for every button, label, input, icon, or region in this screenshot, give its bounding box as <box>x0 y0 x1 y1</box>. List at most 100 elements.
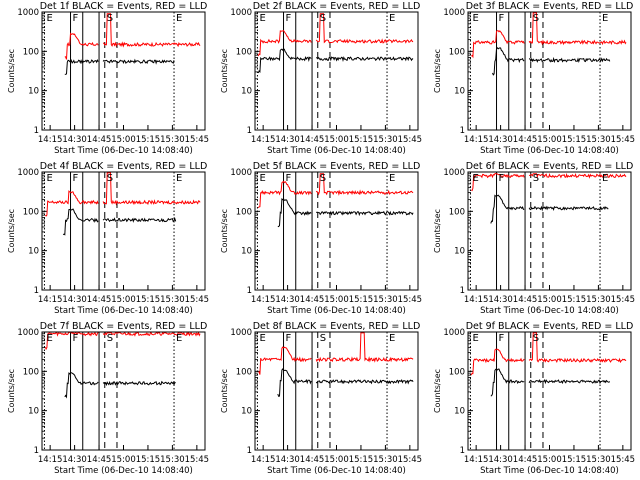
x-tick-label: 15:00 <box>111 295 136 305</box>
lld-series-line <box>471 172 627 192</box>
x-tick-label: 14:15 <box>38 295 63 305</box>
x-tick-label: 14:15 <box>251 295 276 305</box>
x-tick-label: 14:30 <box>488 455 512 465</box>
detector-panel-2: Det 2f BLACK = Events, RED = LLD 1 10 100 10… <box>220 1 422 156</box>
state-marker-label: E <box>259 333 265 344</box>
plot-frame <box>41 331 206 451</box>
x-tick-label: 15:15 <box>349 455 374 465</box>
state-marker-label: E <box>389 173 395 184</box>
panel-title: Det 5f BLACK = Events, RED = LLD <box>253 161 421 172</box>
y-tick-label: 100 <box>23 207 39 217</box>
y-axis-label: Counts/sec <box>7 49 16 93</box>
y-tick-label: 1000 <box>443 328 465 338</box>
state-marker-label: F <box>286 13 292 24</box>
events-series-line <box>64 58 175 75</box>
x-tick-label: 14:15 <box>38 135 63 145</box>
events-series-line <box>277 197 414 228</box>
state-marker-label: F <box>499 173 505 184</box>
x-tick-label: 14:30 <box>275 295 300 305</box>
y-tick-label: 1 <box>460 286 465 296</box>
x-axis-label: Start Time (06-Dec-10 14:08:40) <box>54 146 193 156</box>
detector-panel-5: Det 5f BLACK = Events, RED = LLD 1 10 100 10… <box>220 161 422 316</box>
plot-area <box>469 12 627 130</box>
x-tick-label: 14:45 <box>300 135 325 145</box>
y-axis-label: Counts/sec <box>433 49 442 93</box>
lld-series-line <box>471 12 627 59</box>
state-marker-label: E <box>176 333 182 344</box>
x-tick-label: 15:15 <box>562 295 587 305</box>
state-marker-label: E <box>176 173 182 184</box>
detector-panel-1: Det 1f BLACK = Events, RED = LLD 1 10 100 10… <box>7 1 209 156</box>
y-tick-label: 10 <box>28 87 39 97</box>
plot-frame <box>254 11 419 131</box>
state-marker-label: F <box>73 173 79 184</box>
y-tick-label: 10 <box>28 407 39 417</box>
x-tick-label: 15:45 <box>611 135 636 145</box>
y-tick-label: 10 <box>241 407 252 417</box>
x-tick-label: 15:00 <box>111 455 136 465</box>
state-marker-label: E <box>472 173 478 184</box>
events-series-line <box>277 368 414 397</box>
x-tick-label: 15:30 <box>373 135 398 145</box>
y-tick-label: 10 <box>454 247 465 257</box>
state-marker-label: F <box>73 13 79 24</box>
x-axis-label: Start Time (06-Dec-10 14:08:40) <box>267 306 406 316</box>
x-tick-label: 15:00 <box>537 455 562 465</box>
detector-panel-3: Det 3f BLACK = Events, RED = LLD 1 10 100 10… <box>433 1 636 156</box>
y-tick-label: 100 <box>23 367 39 377</box>
x-tick-label: 14:45 <box>87 295 112 305</box>
y-tick-label: 100 <box>23 47 39 57</box>
plot-frame <box>41 11 206 131</box>
plot-area <box>256 332 414 450</box>
x-tick-label: 15:00 <box>537 135 562 145</box>
state-marker-label: E <box>259 13 265 24</box>
x-tick-label: 15:30 <box>373 295 398 305</box>
y-tick-label: 10 <box>454 87 465 97</box>
y-axis-label: Counts/sec <box>220 49 229 93</box>
y-tick-label: 1 <box>34 126 39 136</box>
plot-frame <box>467 11 632 131</box>
state-marker-label: E <box>46 13 52 24</box>
x-tick-label: 14:45 <box>87 135 112 145</box>
x-axis-label: Start Time (06-Dec-10 14:08:40) <box>267 146 406 156</box>
plot-area <box>469 332 627 450</box>
state-marker-label: E <box>472 333 478 344</box>
x-tick-label: 14:45 <box>513 455 538 465</box>
y-axis-label: Counts/sec <box>433 369 442 413</box>
x-tick-label: 15:30 <box>160 455 185 465</box>
x-tick-label: 15:30 <box>586 135 611 145</box>
y-axis-label: Counts/sec <box>433 209 442 253</box>
x-tick-label: 14:45 <box>300 295 325 305</box>
state-marker-label: E <box>602 333 608 344</box>
y-tick-label: 1000 <box>443 8 465 18</box>
y-tick-label: 100 <box>236 207 252 217</box>
panel-title: Det 9f BLACK = Events, RED = LLD <box>466 321 634 332</box>
panel-title: Det 8f BLACK = Events, RED = LLD <box>253 321 421 332</box>
state-marker-label: S <box>107 13 113 24</box>
state-marker-label: F <box>286 333 292 344</box>
state-marker-label: F <box>73 333 79 344</box>
panel-title: Det 4f BLACK = Events, RED = LLD <box>40 161 208 172</box>
state-marker-label: F <box>499 13 505 24</box>
x-tick-label: 15:45 <box>611 295 636 305</box>
plot-area <box>43 12 201 130</box>
lld-series-line <box>257 13 414 57</box>
x-axis-label: Start Time (06-Dec-10 14:08:40) <box>54 306 193 316</box>
state-marker-label: S <box>533 173 539 184</box>
detector-panel-9: Det 9f BLACK = Events, RED = LLD 1 10 100 10… <box>433 321 635 476</box>
panel-title: Det 3f BLACK = Events, RED = LLD <box>466 1 634 12</box>
y-tick-label: 1000 <box>443 168 465 178</box>
x-tick-label: 15:30 <box>160 135 185 145</box>
x-tick-label: 14:30 <box>275 455 300 465</box>
y-tick-label: 1 <box>34 286 39 296</box>
x-tick-label: 14:30 <box>488 135 512 145</box>
x-tick-label: 15:30 <box>586 455 611 465</box>
lld-series-line <box>64 13 201 60</box>
y-tick-label: 1 <box>460 446 465 456</box>
state-marker-label: E <box>472 13 478 24</box>
y-axis-label: Counts/sec <box>7 369 16 413</box>
panel-title: Det 2f BLACK = Events, RED = LLD <box>253 1 421 12</box>
state-marker-label: E <box>602 13 608 24</box>
y-tick-label: 10 <box>241 247 252 257</box>
y-tick-label: 10 <box>28 247 39 257</box>
